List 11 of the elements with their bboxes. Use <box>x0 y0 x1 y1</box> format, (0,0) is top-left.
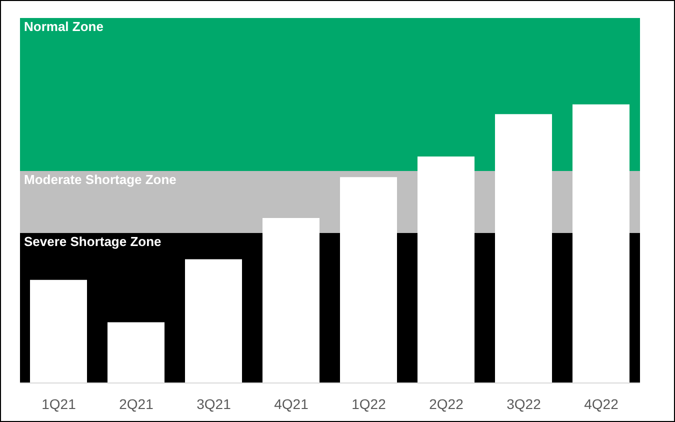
x-tick-label: 2Q21 <box>119 396 154 412</box>
x-tick-label: 4Q21 <box>274 396 309 412</box>
band-label: Normal Zone <box>24 19 104 34</box>
x-tick-label: 2Q22 <box>429 396 464 412</box>
x-tick-label: 1Q22 <box>352 396 386 412</box>
x-tick-label: 4Q22 <box>584 396 619 412</box>
x-tick-label: 3Q22 <box>506 396 542 412</box>
band-label: Severe Shortage Zone <box>24 234 162 250</box>
band-label: Moderate Shortage Zone <box>24 172 176 188</box>
x-tick-label: 3Q21 <box>196 396 232 412</box>
x-tick-label: 1Q21 <box>42 396 76 412</box>
